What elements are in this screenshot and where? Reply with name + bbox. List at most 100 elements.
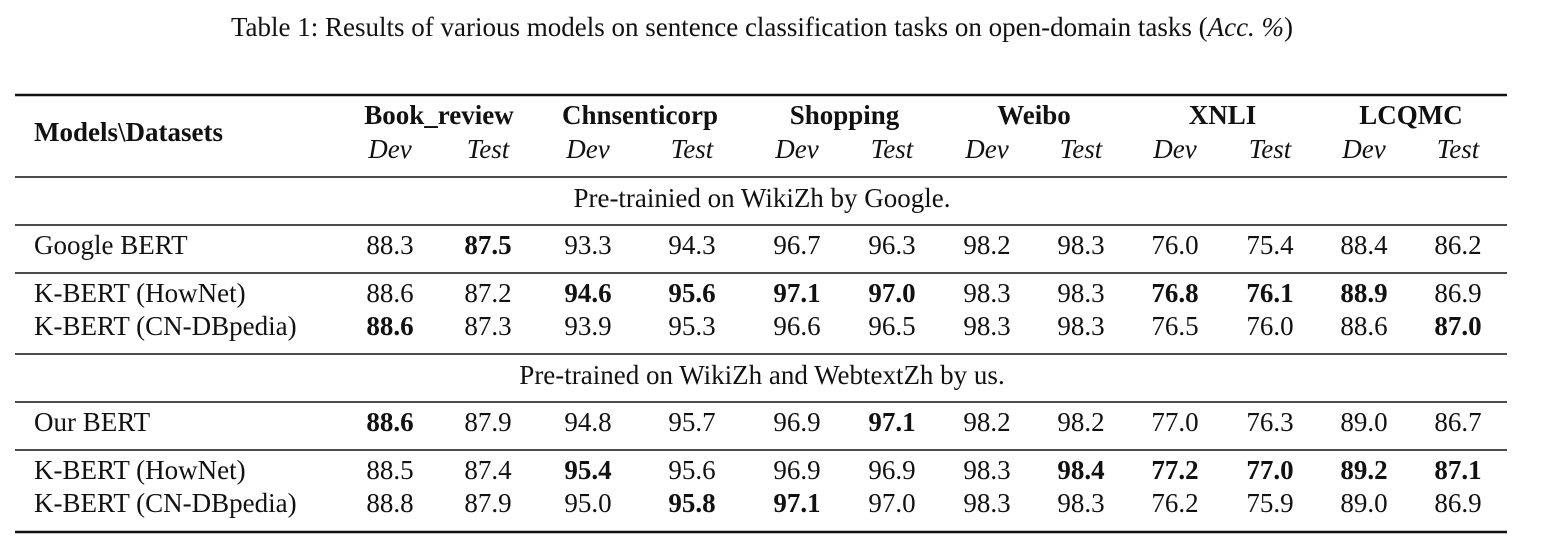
cell: 89.0 xyxy=(1340,488,1387,518)
split-header: Test xyxy=(871,134,915,164)
group-label: Pre-trained on WikiZh and WebtextZh by u… xyxy=(519,360,1004,390)
split-header: Test xyxy=(1060,134,1104,164)
cell: 95.4 xyxy=(564,455,611,485)
cell: 88.3 xyxy=(366,230,413,260)
cell: 87.0 xyxy=(1434,311,1481,341)
split-header: Dev xyxy=(1341,134,1385,164)
cell: 96.9 xyxy=(773,455,820,485)
cell: 98.3 xyxy=(963,488,1010,518)
model-name: K-BERT (HowNet) xyxy=(34,455,246,485)
cell: 98.2 xyxy=(963,407,1010,437)
cell: 86.9 xyxy=(1434,488,1481,518)
cell: 96.9 xyxy=(868,455,915,485)
dataset-header: LCQMC xyxy=(1359,100,1463,130)
cell: 96.5 xyxy=(868,311,915,341)
corner-header: Models\Datasets xyxy=(34,117,223,147)
cell: 77.0 xyxy=(1246,455,1293,485)
split-header: Dev xyxy=(1152,134,1196,164)
cell: 97.0 xyxy=(868,278,915,308)
cell: 97.0 xyxy=(868,488,915,518)
cell: 76.3 xyxy=(1246,407,1293,437)
cell: 87.9 xyxy=(464,488,511,518)
cell: 88.6 xyxy=(366,278,413,308)
cell: 76.5 xyxy=(1151,311,1198,341)
dataset-header: Weibo xyxy=(997,100,1071,130)
cell: 75.4 xyxy=(1246,230,1294,260)
cell: 96.9 xyxy=(773,407,820,437)
cell: 86.9 xyxy=(1434,278,1481,308)
cell: 87.4 xyxy=(464,455,512,485)
cell: 95.6 xyxy=(668,278,715,308)
cell: 76.2 xyxy=(1151,488,1198,518)
model-name: Our BERT xyxy=(34,407,151,437)
cell: 96.7 xyxy=(773,230,820,260)
cell: 96.3 xyxy=(868,230,915,260)
cell: 76.0 xyxy=(1246,311,1293,341)
split-header: Dev xyxy=(774,134,818,164)
caption-text: Table 1: Results of various models on se… xyxy=(231,12,1208,42)
model-name: K-BERT (CN-DBpedia) xyxy=(34,311,297,341)
cell: 87.9 xyxy=(464,407,511,437)
cell: 98.4 xyxy=(1057,455,1104,485)
caption-text: ) xyxy=(1284,12,1293,42)
model-name: K-BERT (CN-DBpedia) xyxy=(34,488,297,518)
cell: 87.1 xyxy=(1434,455,1481,485)
split-header: Dev xyxy=(565,134,609,164)
cell: 88.5 xyxy=(366,455,413,485)
cell: 97.1 xyxy=(773,278,820,308)
cell: 76.0 xyxy=(1151,230,1198,260)
split-header: Test xyxy=(1437,134,1481,164)
cell: 87.2 xyxy=(464,278,511,308)
cell: 94.3 xyxy=(668,230,715,260)
dataset-header: Book_review xyxy=(364,100,514,130)
model-name: Google BERT xyxy=(34,230,188,260)
cell: 89.2 xyxy=(1340,455,1387,485)
cell: 94.6 xyxy=(564,278,611,308)
split-header: Dev xyxy=(367,134,411,164)
split-header: Test xyxy=(467,134,511,164)
cell: 96.6 xyxy=(773,311,820,341)
caption: Table 1: Results of various models on se… xyxy=(231,12,1293,42)
cell: 89.0 xyxy=(1340,407,1387,437)
split-header: Test xyxy=(671,134,715,164)
cell: 77.0 xyxy=(1151,407,1198,437)
cell: 97.1 xyxy=(773,488,820,518)
cell: 98.3 xyxy=(963,278,1010,308)
cell: 88.8 xyxy=(366,488,413,518)
dataset-header: XNLI xyxy=(1189,100,1257,130)
cell: 93.3 xyxy=(564,230,611,260)
dataset-header: Chnsenticorp xyxy=(562,100,718,130)
caption-italic: Acc. % xyxy=(1206,12,1284,42)
cell: 98.3 xyxy=(1057,311,1104,341)
cell: 94.8 xyxy=(564,407,611,437)
cell: 76.8 xyxy=(1151,278,1198,308)
cell: 95.8 xyxy=(668,488,715,518)
cell: 88.4 xyxy=(1340,230,1388,260)
cell: 98.3 xyxy=(1057,278,1104,308)
cell: 95.6 xyxy=(668,455,715,485)
cell: 86.7 xyxy=(1434,407,1481,437)
cell: 88.6 xyxy=(1340,311,1387,341)
cell: 98.2 xyxy=(963,230,1010,260)
cell: 93.9 xyxy=(564,311,611,341)
cell: 95.3 xyxy=(668,311,715,341)
cell: 86.2 xyxy=(1434,230,1481,260)
cell: 95.0 xyxy=(564,488,611,518)
cell: 88.6 xyxy=(366,407,413,437)
model-name: K-BERT (HowNet) xyxy=(34,278,246,308)
cell: 87.5 xyxy=(464,230,511,260)
cell: 97.1 xyxy=(868,407,915,437)
split-header: Dev xyxy=(964,134,1008,164)
cell: 87.3 xyxy=(464,311,511,341)
cell: 98.3 xyxy=(1057,230,1104,260)
cell: 77.2 xyxy=(1151,455,1198,485)
group-label: Pre-trainied on WikiZh by Google. xyxy=(573,183,950,213)
cell: 76.1 xyxy=(1246,278,1293,308)
cell: 98.3 xyxy=(963,455,1010,485)
cell: 98.3 xyxy=(963,311,1010,341)
cell: 88.6 xyxy=(366,311,413,341)
cell: 88.9 xyxy=(1340,278,1387,308)
cell: 95.7 xyxy=(668,407,715,437)
cell: 75.9 xyxy=(1246,488,1293,518)
